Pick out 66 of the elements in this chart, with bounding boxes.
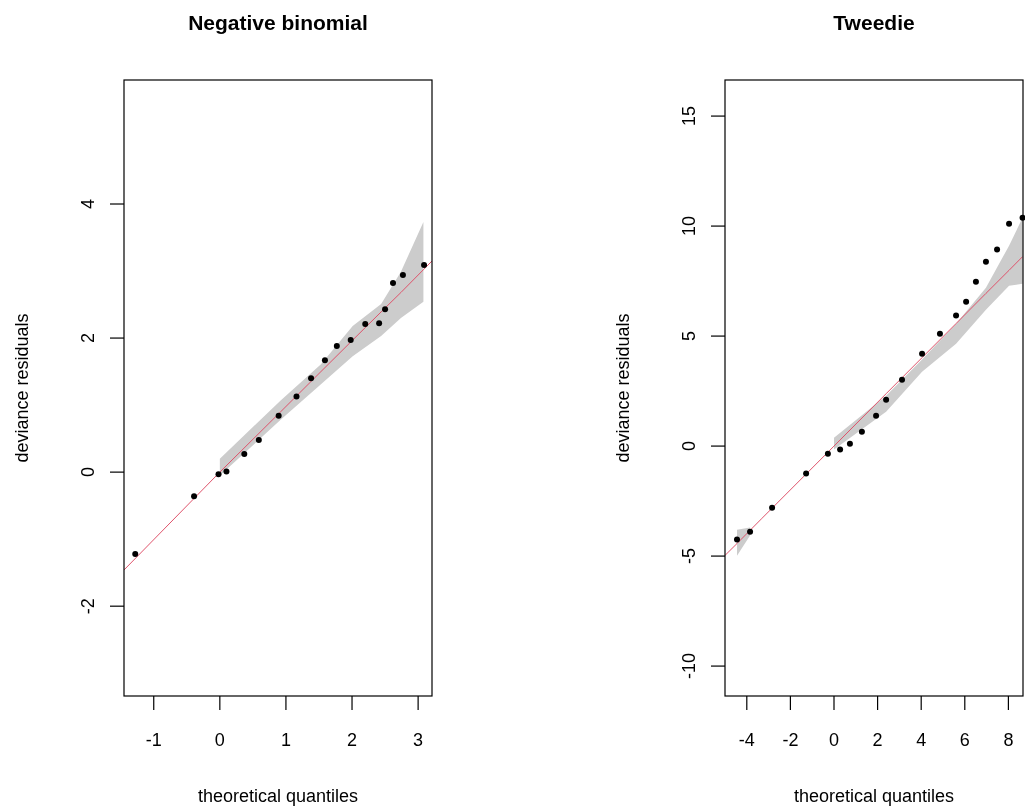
x-tick-label: 2 <box>347 730 358 750</box>
point <box>241 451 248 458</box>
point <box>873 412 880 419</box>
x-axis-title: theoretical quantiles <box>793 786 955 806</box>
x-tick-label: 4 <box>916 730 927 750</box>
point <box>846 440 853 447</box>
y-tick-label: -10 <box>679 653 699 680</box>
point <box>333 343 340 350</box>
point <box>899 376 906 383</box>
point <box>255 436 262 443</box>
point <box>769 504 776 511</box>
point <box>223 468 230 475</box>
point <box>919 350 926 357</box>
x-axis-title: theoretical quantiles <box>197 786 359 806</box>
y-axis-title: deviance residuals <box>613 313 633 463</box>
chart-title: Tweedie <box>833 11 915 34</box>
x-tick-label: 0 <box>828 730 840 750</box>
x-tick-label: 2 <box>872 730 883 750</box>
chart-title: Negative binomial <box>188 11 368 34</box>
point <box>747 528 754 535</box>
y-tick-label: 15 <box>679 106 699 127</box>
x-tick-label: 3 <box>413 730 424 750</box>
point <box>308 375 315 382</box>
x-tick-label: 1 <box>280 730 291 750</box>
point <box>382 306 389 313</box>
x-tick-label: 8 <box>1003 730 1014 750</box>
y-tick-label: -5 <box>679 548 699 565</box>
y-tick-label: 5 <box>679 331 699 342</box>
point <box>972 278 979 285</box>
y-tick-label: 10 <box>679 216 699 237</box>
point <box>399 272 406 279</box>
point <box>803 470 810 477</box>
point <box>982 258 989 265</box>
point <box>1006 220 1013 227</box>
y-axis-title: deviance residuals <box>12 313 32 463</box>
y-tick-label: 0 <box>679 441 699 452</box>
x-tick-label: 0 <box>214 730 225 750</box>
line-series <box>124 260 432 571</box>
x-tick-label: -1 <box>145 730 162 750</box>
point <box>376 320 383 327</box>
point <box>733 536 740 543</box>
x-tick-label: 6 <box>959 730 970 750</box>
point <box>321 357 328 364</box>
point <box>390 280 396 287</box>
y-tick-label: 4 <box>78 199 98 210</box>
point <box>191 493 198 500</box>
point <box>362 320 369 327</box>
point <box>824 450 831 457</box>
point <box>953 312 960 319</box>
y-tick-label: -2 <box>78 598 98 615</box>
point <box>421 262 428 268</box>
point <box>883 396 890 403</box>
y-tick-label: 2 <box>78 333 98 344</box>
point <box>963 298 970 305</box>
point <box>215 471 222 478</box>
point <box>936 330 943 337</box>
x-tick-label: -2 <box>782 730 799 750</box>
x-tick-label: -4 <box>738 730 755 750</box>
point <box>347 337 354 344</box>
y-tick-label: 0 <box>78 467 98 478</box>
point <box>858 428 865 435</box>
point <box>293 393 300 400</box>
point <box>837 446 844 453</box>
point <box>132 550 139 557</box>
point <box>994 246 1001 253</box>
point <box>275 412 282 419</box>
